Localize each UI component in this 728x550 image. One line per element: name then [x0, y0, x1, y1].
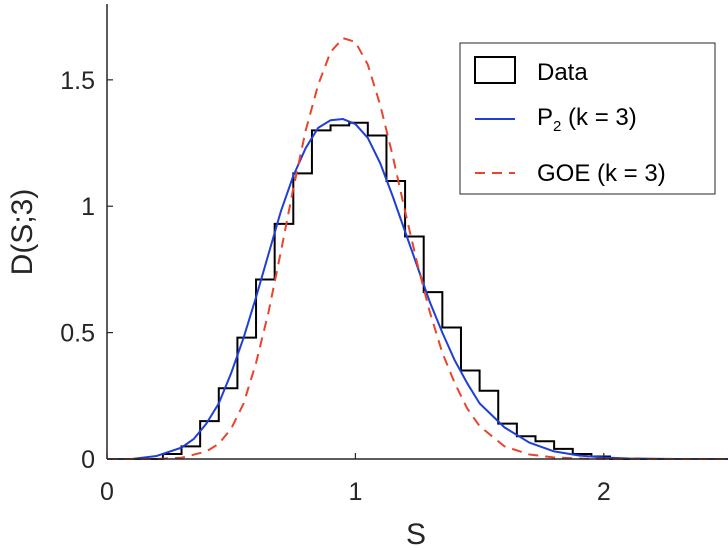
- y-tick-label: 1.5: [60, 67, 95, 95]
- series-goe-line: [107, 37, 728, 460]
- legend-swatch-data: [474, 56, 516, 84]
- y-tick-label: 1: [81, 193, 95, 221]
- x-tick-label: 1: [348, 478, 362, 506]
- legend-label-p2: P2 (k = 3): [537, 104, 637, 135]
- legend-label-p2-rest: (k = 3): [561, 104, 636, 131]
- legend-label-p2-sub: 2: [553, 118, 561, 135]
- x-axis-label: S: [406, 518, 426, 550]
- legend-label-p2-main: P: [537, 104, 553, 131]
- y-tick-label: 0.5: [60, 320, 95, 348]
- legend-label-goe: GOE (k = 3): [537, 160, 666, 187]
- tick-layer: 0 1 2 0 0.5 1 1.5: [60, 67, 611, 506]
- series-p2-line: [107, 118, 728, 460]
- x-tick-label: 0: [100, 478, 114, 506]
- y-axis-label: D(S;3): [6, 189, 39, 276]
- curve-layer: [107, 37, 728, 460]
- x-tick-label: 2: [597, 478, 611, 506]
- legend: Data P2 (k = 3) GOE (k = 3): [459, 42, 716, 195]
- y-tick-label: 0: [81, 446, 95, 474]
- legend-label-data: Data: [537, 59, 588, 86]
